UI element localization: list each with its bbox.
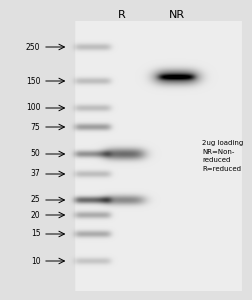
Text: 37: 37 bbox=[30, 169, 40, 178]
Text: R: R bbox=[117, 10, 125, 20]
Text: 150: 150 bbox=[26, 76, 40, 85]
Text: 25: 25 bbox=[31, 196, 40, 205]
Text: 250: 250 bbox=[26, 43, 40, 52]
Text: 2ug loading
NR=Non-
reduced
R=reduced: 2ug loading NR=Non- reduced R=reduced bbox=[202, 140, 243, 172]
Text: 20: 20 bbox=[31, 211, 40, 220]
Text: 15: 15 bbox=[31, 230, 40, 238]
Text: 50: 50 bbox=[30, 149, 40, 158]
Text: 10: 10 bbox=[31, 256, 40, 266]
Text: 100: 100 bbox=[26, 103, 40, 112]
Text: NR: NR bbox=[168, 10, 184, 20]
Text: 75: 75 bbox=[30, 122, 40, 131]
